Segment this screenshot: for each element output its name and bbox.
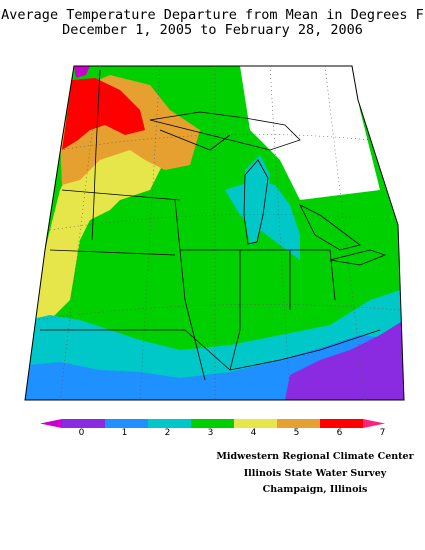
map-title: Average Temperature Departure from Mean …: [1, 7, 424, 23]
legend-tick-label: 7: [380, 428, 386, 438]
legend-tick-label: 1: [122, 428, 128, 438]
map-date-range: December 1, 2005 to February 28, 2006: [62, 22, 363, 38]
legend-tick-label: 6: [337, 428, 343, 438]
credit-line-2: Illinois State Water Survey: [243, 468, 387, 479]
legend-swatch: [320, 419, 363, 428]
legend-swatch: [148, 419, 191, 428]
legend-tick-label: 4: [251, 428, 257, 438]
credit-line-3: Champaign, Illinois: [262, 484, 368, 495]
legend-tick-label: 2: [165, 428, 171, 438]
legend-swatch: [105, 419, 148, 428]
legend-swatch: [277, 419, 320, 428]
legend-tick-label: 0: [79, 428, 85, 438]
legend-tick-label: 3: [208, 428, 214, 438]
legend-tick-label: 5: [294, 428, 300, 438]
legend-swatch: [234, 419, 277, 428]
legend-swatch: [191, 419, 234, 428]
legend-swatch: [62, 419, 105, 428]
legend-arrow-left: [40, 419, 62, 428]
legend-arrow-right: [363, 419, 385, 428]
credit-line-1: Midwestern Regional Climate Center: [216, 451, 414, 462]
